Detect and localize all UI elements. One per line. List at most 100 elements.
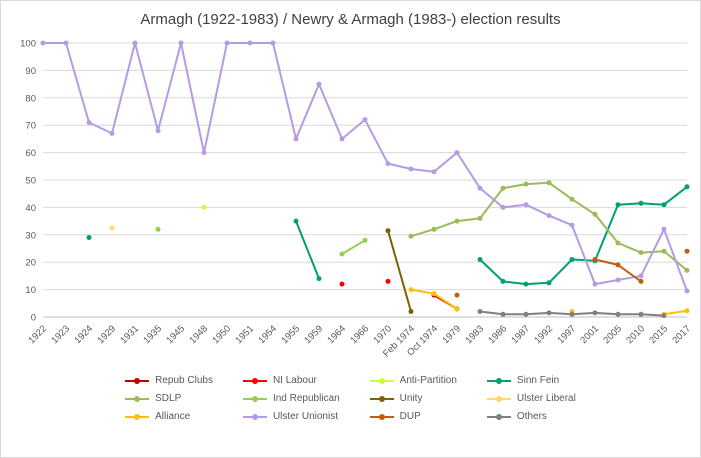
data-point bbox=[385, 278, 391, 284]
data-point bbox=[592, 211, 598, 217]
legend-marker bbox=[369, 395, 394, 403]
data-point bbox=[454, 218, 460, 224]
data-point bbox=[592, 310, 598, 316]
data-point bbox=[454, 292, 460, 298]
series-line-unity bbox=[387, 229, 412, 313]
data-point bbox=[638, 273, 644, 279]
series-line-ulster-unionist bbox=[42, 42, 688, 292]
chart-title: Armagh (1922-1983) / Newry & Armagh (198… bbox=[140, 11, 561, 28]
x-tick-label: 1948 bbox=[187, 323, 210, 346]
data-point bbox=[293, 136, 299, 142]
data-point bbox=[201, 204, 207, 210]
x-tick-label: 1986 bbox=[486, 323, 509, 346]
x-tick-label: 2010 bbox=[624, 323, 647, 346]
x-tick-label: 1966 bbox=[348, 323, 371, 346]
legend-marker bbox=[125, 395, 150, 403]
x-tick-label: 1924 bbox=[72, 323, 95, 346]
legend-label: Ulster Unionist bbox=[272, 411, 338, 422]
y-tick-label: 20 bbox=[25, 258, 36, 269]
legend-marker bbox=[242, 377, 267, 385]
data-point bbox=[86, 235, 92, 240]
data-point bbox=[109, 130, 115, 136]
data-point bbox=[293, 218, 299, 224]
legend-label: Others bbox=[516, 411, 547, 422]
legend-marker bbox=[242, 395, 267, 403]
data-point bbox=[546, 280, 552, 286]
y-tick-label: 90 bbox=[25, 66, 36, 77]
data-point bbox=[316, 81, 322, 87]
x-tick-label: 1979 bbox=[440, 323, 463, 346]
legend-label: Repub Clubs bbox=[155, 375, 213, 386]
data-point bbox=[316, 276, 322, 282]
legend-marker bbox=[125, 377, 150, 385]
data-point bbox=[661, 226, 667, 232]
x-tick-label: 1929 bbox=[95, 323, 118, 346]
data-point bbox=[569, 196, 575, 202]
legend-label: SDLP bbox=[155, 393, 182, 404]
x-tick-label: 2001 bbox=[578, 323, 601, 346]
data-point bbox=[155, 128, 161, 134]
data-point bbox=[385, 228, 391, 234]
x-tick-label: 1992 bbox=[532, 323, 555, 346]
data-point bbox=[569, 311, 575, 317]
data-point bbox=[592, 257, 598, 262]
legend-dot bbox=[495, 395, 502, 402]
legend-marker bbox=[486, 413, 511, 421]
legend-label: DUP bbox=[399, 411, 421, 422]
data-point bbox=[638, 200, 644, 206]
data-point bbox=[500, 185, 506, 191]
x-tick-label: 1955 bbox=[279, 323, 302, 346]
x-tick-label: 1983 bbox=[463, 323, 486, 346]
x-tick-label: 1931 bbox=[118, 323, 141, 346]
data-point bbox=[569, 222, 575, 228]
data-point bbox=[201, 150, 207, 156]
x-tick-label: 2017 bbox=[670, 323, 693, 346]
x-tick-label: 2005 bbox=[601, 323, 624, 346]
data-point bbox=[408, 287, 414, 293]
legend-item-ind-republican: Ind Republican bbox=[242, 393, 340, 404]
data-point bbox=[592, 281, 598, 287]
data-point bbox=[523, 311, 529, 317]
data-point bbox=[615, 277, 621, 283]
legend-item-sinn-fein: Sinn Fein bbox=[486, 375, 576, 386]
x-tick-label: 2015 bbox=[647, 323, 670, 346]
legend-label: Ind Republican bbox=[272, 393, 340, 404]
data-point bbox=[362, 237, 368, 243]
data-point bbox=[155, 226, 161, 232]
x-tick-label: 1935 bbox=[141, 323, 164, 346]
data-point bbox=[615, 311, 621, 317]
legend-marker bbox=[486, 377, 511, 385]
x-tick-label: 1923 bbox=[49, 323, 72, 346]
legend-label: Anti-Partition bbox=[399, 375, 457, 386]
data-point bbox=[684, 267, 690, 273]
y-tick-label: 100 bbox=[20, 39, 36, 50]
data-point bbox=[362, 117, 368, 123]
x-tick-label: 1922 bbox=[26, 323, 49, 346]
legend-label: Sinn Fein bbox=[516, 375, 560, 386]
legend-item-repub-clubs: Repub Clubs bbox=[125, 375, 213, 386]
data-point bbox=[661, 202, 667, 208]
legend-dot bbox=[378, 413, 385, 420]
data-point bbox=[615, 240, 621, 246]
data-point bbox=[40, 40, 46, 46]
data-point bbox=[109, 225, 115, 231]
data-point bbox=[500, 278, 506, 284]
data-point bbox=[339, 281, 345, 287]
data-point bbox=[638, 250, 644, 256]
legend-marker bbox=[369, 377, 394, 385]
y-tick-label: 80 bbox=[25, 93, 36, 104]
data-point bbox=[638, 311, 644, 317]
x-tick-label: 1950 bbox=[210, 323, 233, 346]
legend-item-ulster-liberal: Ulster Liberal bbox=[486, 393, 576, 404]
y-tick-label: 0 bbox=[31, 313, 36, 324]
data-point bbox=[63, 40, 69, 46]
legend-label: Unity bbox=[399, 393, 423, 404]
legend-dot bbox=[378, 395, 385, 402]
legend-dot bbox=[495, 377, 502, 384]
legend-dot bbox=[134, 377, 141, 384]
legend-dot bbox=[251, 413, 258, 420]
data-point bbox=[224, 40, 230, 46]
data-point bbox=[178, 40, 184, 46]
